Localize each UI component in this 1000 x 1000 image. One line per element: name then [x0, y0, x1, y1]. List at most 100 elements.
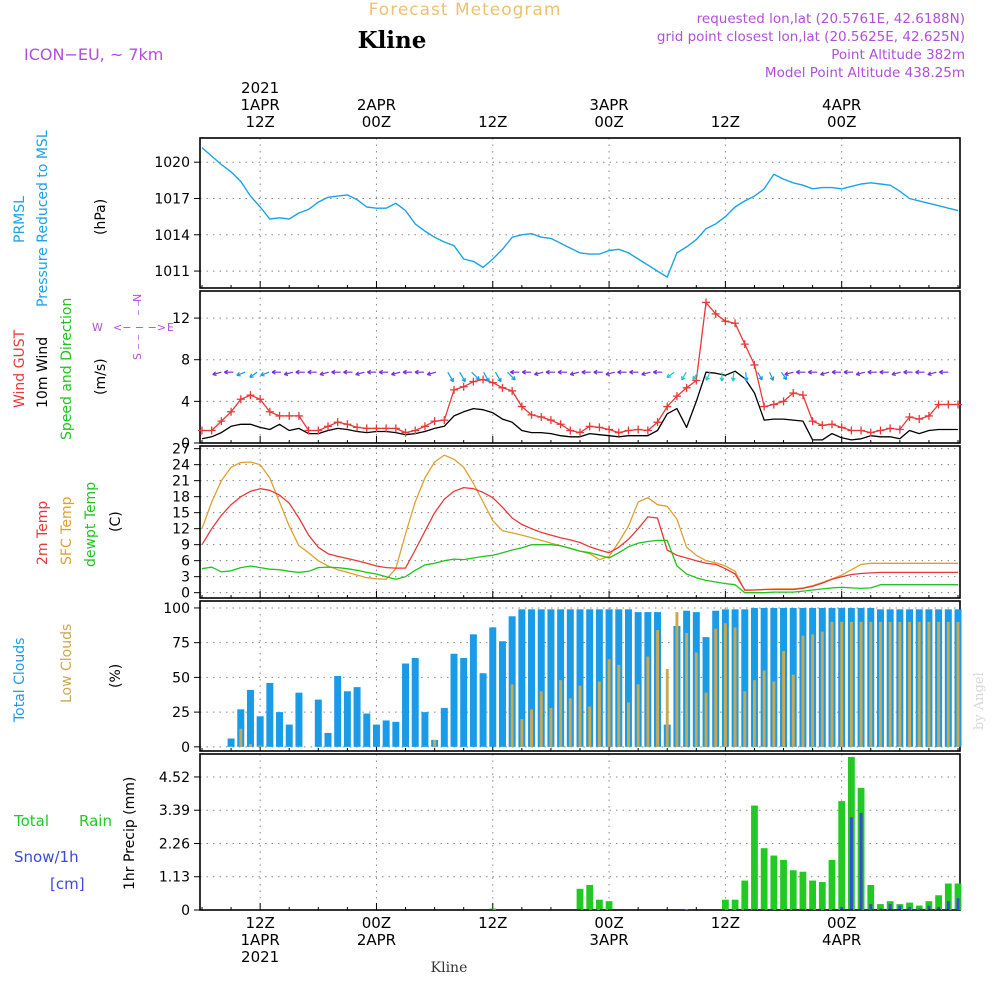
- rain-bar: [751, 805, 758, 910]
- low-cloud-bar: [762, 670, 766, 747]
- bottom-tick-label: 12Z: [478, 914, 507, 932]
- gust-marker: [217, 417, 226, 426]
- gust-marker: [663, 402, 672, 411]
- snow-bar: [946, 901, 950, 910]
- compass-rose: N − − W <− − −> E − − S: [92, 294, 174, 360]
- gust-marker: [304, 426, 313, 435]
- low-cloud-bar: [927, 621, 931, 747]
- rain-bar: [799, 871, 807, 910]
- snow-bar: [859, 812, 863, 910]
- wind-label-2: 10m Wind: [35, 337, 51, 408]
- compass-stem-top: − −: [134, 300, 143, 316]
- low-cloud-bar: [597, 681, 601, 747]
- temp-unit: (C): [108, 511, 124, 532]
- total-cloud-bar: [586, 609, 594, 747]
- gust-marker: [740, 340, 749, 349]
- wind-arrow: [212, 371, 222, 377]
- low-cloud-bar: [694, 652, 698, 747]
- ytick-label: 12: [172, 311, 190, 327]
- gust-marker: [847, 426, 856, 435]
- low-cloud-bar: [685, 632, 689, 747]
- gust-marker: [401, 428, 410, 437]
- top-tick-label: 4APR: [822, 96, 861, 114]
- wind-arrow: [319, 371, 329, 377]
- pressure-line: [201, 147, 959, 278]
- gust-marker: [934, 400, 943, 409]
- compass-stem-bottom: − −: [134, 334, 143, 350]
- low-cloud-bar: [937, 621, 941, 747]
- gust-marker: [294, 411, 303, 420]
- rain-bar: [741, 880, 749, 910]
- wind-arrow: [506, 371, 516, 381]
- rain-bar: [489, 908, 497, 910]
- gust-marker: [333, 418, 342, 427]
- ytick-label: 3.39: [159, 803, 190, 819]
- gust-marker: [556, 420, 565, 429]
- rain-bar: [576, 888, 584, 910]
- gust-marker: [915, 415, 924, 424]
- total-cloud-bar: [285, 724, 293, 747]
- cloud-label-1: Total Clouds: [12, 638, 28, 723]
- pressure-label-1: PRMSL: [12, 196, 28, 243]
- top-tick-label: 00Z: [362, 113, 391, 131]
- chart-title: Forecast Meteogram: [369, 0, 562, 20]
- wind-arrow: [855, 371, 866, 377]
- snow-bar: [898, 905, 902, 910]
- low-cloud-bar: [791, 674, 795, 747]
- total-cloud-bar: [460, 657, 468, 747]
- bottom-tick-label: 00Z: [827, 914, 856, 932]
- gust-marker: [391, 424, 400, 433]
- low-cloud-bar: [607, 659, 611, 747]
- low-cloud-bar: [704, 692, 708, 747]
- gust-marker: [672, 392, 681, 401]
- total-cloud-bar: [528, 609, 536, 747]
- footer-location: Kline: [431, 960, 468, 976]
- gust-marker: [256, 395, 265, 404]
- total-cloud-bar: [624, 609, 632, 747]
- total-cloud-bar: [537, 609, 545, 747]
- wind-arrow: [447, 371, 454, 383]
- precip-label-rain: Rain: [79, 812, 112, 830]
- temperature-labels: 2m Temp SFC Temp dewpt Temp (C): [35, 482, 124, 567]
- wind-arrow: [426, 371, 437, 377]
- low-cloud-bar: [636, 684, 640, 747]
- pressure-panel: 1011 1014 1017 1020: [154, 137, 961, 289]
- wind-arrow: [271, 369, 281, 375]
- gust-marker: [576, 428, 584, 437]
- gust-marker: [353, 423, 362, 432]
- temp-label-3: dewpt Temp: [83, 482, 99, 567]
- total-cloud-bar: [557, 609, 565, 747]
- rain-bar: [595, 899, 603, 910]
- bottom-tick-label: 2021: [241, 948, 279, 966]
- total-cloud-bar: [634, 612, 642, 747]
- gust-marker: [498, 383, 507, 392]
- panel-frame: [199, 290, 961, 444]
- wind-arrow: [593, 369, 603, 375]
- wind-arrow: [605, 371, 615, 377]
- wind-arrow: [510, 369, 520, 375]
- wind-arrow: [843, 369, 853, 375]
- gust-marker: [275, 411, 284, 420]
- gust-marker: [857, 426, 866, 435]
- bottom-tick-label: 12Z: [711, 914, 740, 932]
- low-cloud-bar: [840, 621, 844, 747]
- rain-bar: [944, 883, 952, 910]
- model-altitude: Model Point Altitude 438.25m: [765, 65, 965, 81]
- bottom-tick-label: 2APR: [357, 931, 396, 949]
- snow-bar: [879, 908, 882, 910]
- cloud-unit: (%): [108, 664, 124, 688]
- wind-arrow: [915, 369, 925, 375]
- gust-marker: [653, 418, 662, 427]
- low-cloud-bar: [849, 621, 853, 747]
- gust-marker: [314, 426, 323, 435]
- ytick-label: 27: [172, 442, 190, 458]
- total-cloud-bar: [421, 712, 429, 747]
- wind-arrow: [692, 371, 699, 381]
- gust-marker: [779, 397, 788, 406]
- wind-arrow: [224, 369, 234, 375]
- wind-arrow: [378, 369, 389, 375]
- low-cloud-bar: [811, 634, 815, 747]
- low-cloud-bar: [617, 664, 621, 747]
- gust-marker: [924, 411, 933, 420]
